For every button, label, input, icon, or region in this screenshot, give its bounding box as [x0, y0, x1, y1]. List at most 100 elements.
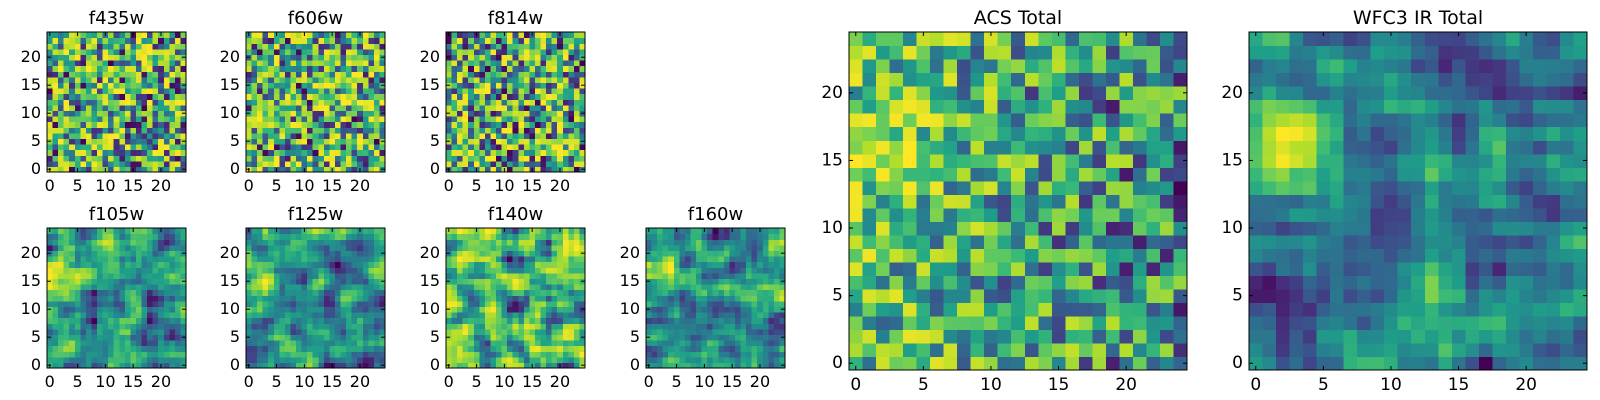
heatmap-cell: [903, 153, 918, 168]
heatmap-cell: [47, 155, 54, 162]
heatmap-cell: [507, 37, 514, 44]
heatmap-cell: [751, 295, 758, 302]
heatmap-cell: [462, 144, 469, 151]
heatmap-cell: [158, 317, 165, 324]
heatmap-cell: [290, 362, 297, 369]
heatmap-cell: [529, 99, 536, 106]
heatmap-cell: [85, 244, 93, 251]
heatmap-cell: [523, 48, 530, 55]
heatmap-cell: [69, 362, 76, 369]
heatmap-cell: [1119, 275, 1134, 290]
heatmap-cell: [518, 362, 525, 369]
heatmap-cell: [451, 328, 458, 335]
y-tick-label: 10: [21, 103, 41, 122]
heatmap-cell: [534, 228, 542, 235]
heatmap-cell: [163, 155, 170, 162]
heatmap-cell: [174, 155, 182, 162]
heatmap-cell: [889, 288, 904, 303]
heatmap-cell: [490, 127, 497, 134]
heatmap-cell: [301, 110, 308, 117]
heatmap-cell: [174, 166, 182, 173]
heatmap-cell: [52, 300, 59, 307]
heatmap-cell: [147, 82, 154, 89]
heatmap-cell: [734, 351, 742, 358]
heatmap-cell: [1146, 342, 1161, 358]
heatmap-cell: [551, 250, 558, 257]
heatmap-cell: [462, 300, 469, 307]
heatmap-cell: [169, 362, 176, 369]
heatmap-cell: [307, 144, 314, 151]
heatmap-cell: [130, 256, 137, 263]
heatmap-cell: [158, 295, 165, 302]
heatmap-cell: [546, 166, 553, 173]
heatmap-cell: [273, 99, 280, 106]
heatmap-cell: [562, 306, 569, 313]
heatmap-cell: [52, 110, 59, 117]
heatmap-cell: [690, 284, 697, 291]
heatmap-cell: [368, 99, 375, 106]
heatmap-cell: [657, 261, 664, 268]
heatmap-cell: [290, 93, 297, 100]
heatmap-cell: [351, 110, 358, 117]
heatmap-cell: [457, 110, 464, 117]
heatmap-cell: [462, 284, 469, 291]
heatmap-cell: [169, 60, 176, 67]
heatmap-cell: [1011, 261, 1026, 276]
heatmap-cell: [930, 342, 945, 358]
heatmap-cell: [108, 32, 115, 39]
heatmap-cell: [108, 340, 115, 347]
heatmap-cell: [362, 250, 369, 257]
heatmap-cell: [152, 99, 159, 106]
heatmap-cell: [290, 54, 297, 61]
heatmap-cell: [346, 244, 353, 251]
heatmap-cell: [1132, 342, 1148, 358]
heatmap-cell: [723, 233, 730, 240]
heatmap-cell: [984, 167, 999, 182]
heatmap-cell: [163, 328, 170, 335]
heatmap-cell: [124, 116, 131, 123]
heatmap-cell: [684, 362, 692, 369]
heatmap-cell: [668, 317, 675, 324]
heatmap-cell: [379, 60, 386, 67]
heatmap-cell: [462, 155, 469, 162]
heatmap-cell: [1065, 248, 1080, 263]
heatmap-cell: [334, 300, 342, 307]
heatmap-cell: [373, 256, 381, 263]
heatmap-cell: [257, 155, 264, 162]
heatmap-cell: [496, 272, 503, 279]
heatmap-cell: [279, 99, 286, 106]
heatmap-cell: [562, 261, 569, 268]
heatmap-cell: [362, 317, 369, 324]
heatmap-cell: [1105, 342, 1120, 358]
heatmap-cell: [970, 261, 985, 276]
heatmap-cell: [268, 278, 275, 285]
heatmap-cell: [679, 250, 686, 257]
heatmap-cell: [158, 48, 165, 55]
heatmap-cell: [523, 99, 530, 106]
heatmap-cell: [119, 160, 126, 167]
heatmap-cell: [1051, 167, 1066, 182]
heatmap-cell: [163, 138, 170, 145]
heatmap-cell: [468, 144, 475, 151]
heatmap-cell: [169, 155, 176, 162]
heatmap-cell: [518, 93, 525, 100]
heatmap-cell: [52, 261, 59, 268]
heatmap-cell: [1173, 221, 1188, 236]
heatmap-cell: [346, 250, 353, 257]
heatmap-cell: [668, 300, 675, 307]
heatmap-cell: [451, 261, 458, 268]
heatmap-cell: [1078, 356, 1093, 371]
heatmap-cell: [284, 60, 292, 67]
heatmap-cell: [518, 334, 525, 341]
heatmap-cell: [257, 104, 264, 111]
heatmap-cell: [557, 37, 564, 44]
heatmap-cell: [119, 71, 126, 78]
heatmap-cell: [296, 323, 303, 330]
heatmap-cell: [673, 328, 680, 335]
heatmap-cell: [323, 228, 330, 235]
heatmap-cell: [113, 340, 120, 347]
heatmap-cell: [768, 328, 775, 335]
heatmap-cell: [368, 54, 375, 61]
heatmap-cell: [457, 93, 464, 100]
y-tick-label: 15: [420, 271, 440, 290]
